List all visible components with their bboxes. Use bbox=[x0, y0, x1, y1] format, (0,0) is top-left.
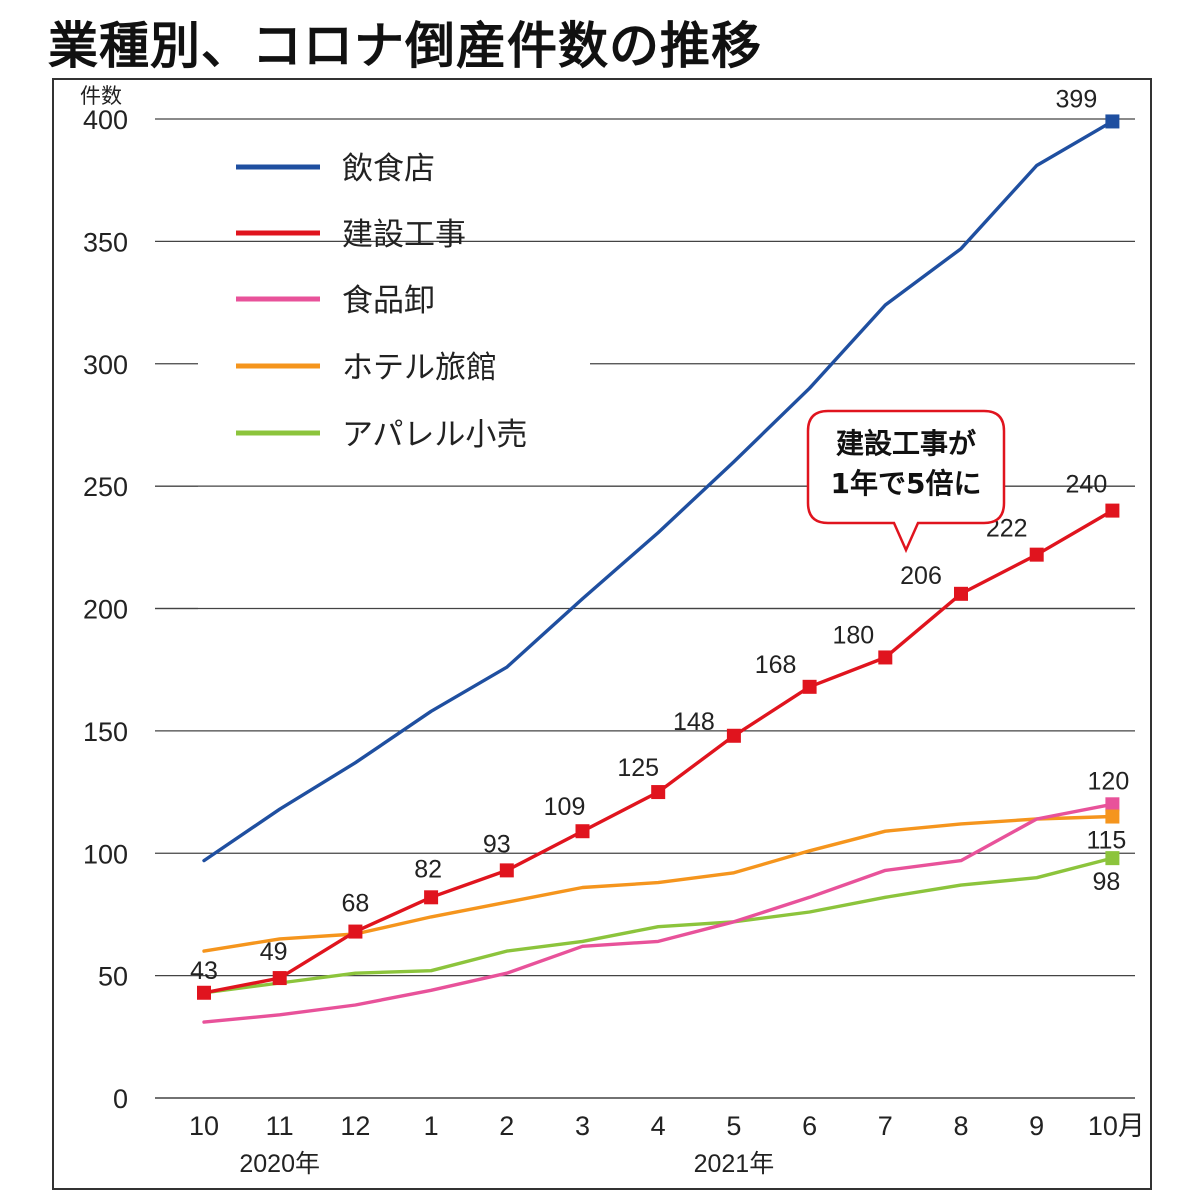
y-tick-label: 100 bbox=[83, 839, 128, 869]
data-label: 98 bbox=[1092, 868, 1120, 896]
callout-text: 1年で5倍に bbox=[831, 467, 982, 500]
data-label: 180 bbox=[832, 621, 874, 649]
data-point-marker bbox=[424, 890, 439, 905]
x-tick-label: 4 bbox=[651, 1111, 666, 1141]
y-tick-label: 50 bbox=[98, 962, 128, 992]
legend-label: ホテル旅館 bbox=[342, 350, 497, 386]
year-label: 2020年 bbox=[239, 1150, 320, 1178]
data-label: 82 bbox=[414, 855, 442, 883]
data-point-marker bbox=[1105, 503, 1120, 518]
x-tick-label: 9 bbox=[1029, 1111, 1044, 1141]
data-point-marker bbox=[197, 985, 211, 1000]
y-tick-label: 0 bbox=[113, 1084, 128, 1114]
x-tick-label: 8 bbox=[953, 1111, 968, 1141]
data-point-marker bbox=[1029, 547, 1044, 562]
y-tick-label: 300 bbox=[83, 350, 128, 380]
x-tick-label: 7 bbox=[878, 1111, 893, 1141]
series-line bbox=[202, 508, 1115, 995]
chart-frame bbox=[52, 78, 1152, 1190]
callout-bubble bbox=[806, 409, 1006, 554]
x-tick-label: 3 bbox=[575, 1111, 590, 1141]
data-label: 43 bbox=[190, 957, 218, 985]
y-tick-label: 350 bbox=[83, 227, 128, 257]
data-label: 109 bbox=[544, 793, 586, 821]
data-label: 125 bbox=[617, 754, 659, 782]
data-point-marker bbox=[1105, 114, 1120, 129]
data-label: 168 bbox=[755, 651, 797, 679]
x-tick-label: 1 bbox=[424, 1111, 439, 1141]
y-tick-label: 200 bbox=[83, 595, 128, 625]
data-label: 120 bbox=[1088, 767, 1130, 795]
x-tick-label: 6 bbox=[802, 1111, 817, 1141]
x-tick-label: 10月 bbox=[1088, 1111, 1145, 1141]
data-point-marker bbox=[348, 924, 363, 939]
data-label: 115 bbox=[1086, 827, 1126, 855]
data-point-marker bbox=[499, 863, 514, 878]
data-label: 206 bbox=[900, 562, 942, 590]
series-line bbox=[202, 802, 1115, 1024]
x-tick-label: 11 bbox=[266, 1111, 294, 1141]
data-point-marker bbox=[802, 679, 817, 694]
y-tick-label: 150 bbox=[83, 717, 128, 747]
chart-title: 業種別、コロナ倒産件数の推移 bbox=[48, 17, 762, 75]
legend-label: 建設工事 bbox=[342, 217, 466, 253]
year-label: 2021年 bbox=[694, 1150, 775, 1178]
data-point-marker bbox=[1105, 797, 1120, 812]
data-label: 68 bbox=[341, 890, 369, 918]
data-point-marker bbox=[954, 586, 968, 601]
data-point-marker bbox=[726, 728, 741, 743]
data-label: 148 bbox=[673, 708, 715, 736]
data-label: 49 bbox=[260, 938, 288, 966]
x-tick-label: 5 bbox=[726, 1111, 741, 1141]
legend-label: 飲食店 bbox=[342, 151, 435, 187]
y-axis-label: 件数 bbox=[80, 84, 122, 108]
legend-label: 食品卸 bbox=[342, 283, 435, 319]
series-line bbox=[202, 119, 1115, 863]
data-point-marker bbox=[651, 785, 666, 800]
data-point-marker bbox=[575, 824, 590, 839]
data-label: 399 bbox=[1056, 85, 1098, 113]
x-tick-label: 12 bbox=[340, 1111, 370, 1141]
x-tick-label: 10 bbox=[189, 1111, 219, 1141]
data-point-marker bbox=[272, 971, 287, 986]
y-tick-label: 400 bbox=[83, 105, 128, 135]
data-label: 93 bbox=[483, 830, 511, 858]
series-line bbox=[202, 856, 1115, 995]
callout-text: 建設工事が bbox=[836, 427, 976, 460]
data-point-marker bbox=[1105, 851, 1120, 866]
data-label: 240 bbox=[1066, 471, 1108, 499]
data-point-marker bbox=[1105, 809, 1120, 824]
data-point-marker bbox=[878, 650, 893, 665]
y-tick-label: 250 bbox=[83, 472, 128, 502]
legend-label: アパレル小売 bbox=[342, 417, 527, 453]
x-tick-label: 2 bbox=[499, 1111, 514, 1141]
